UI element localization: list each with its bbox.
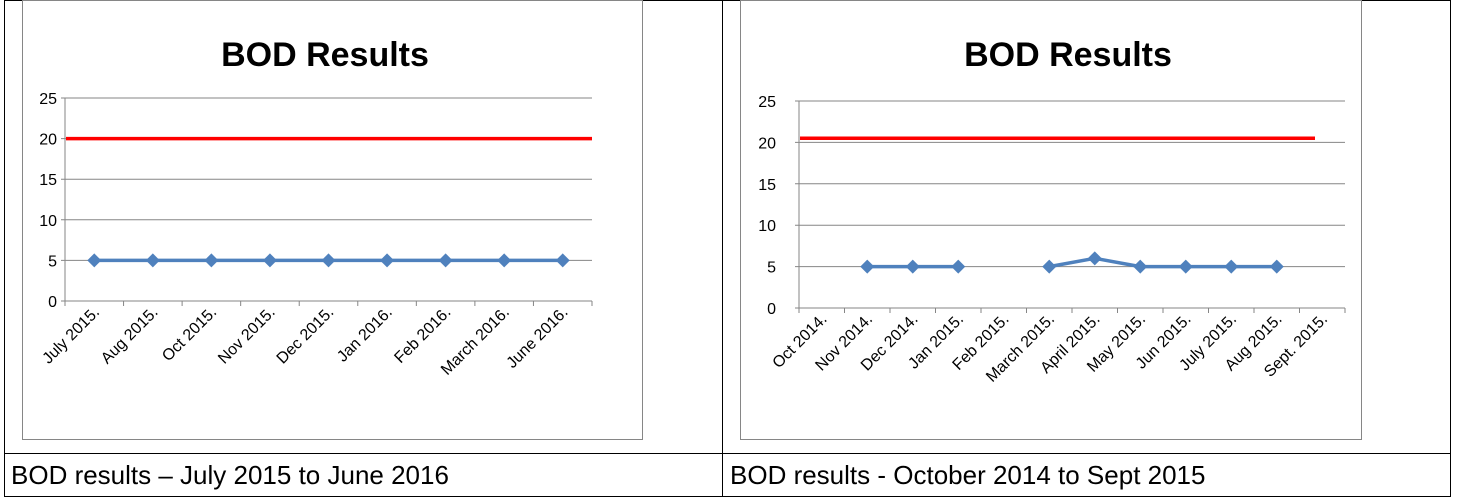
data-point — [951, 259, 966, 274]
data-point — [262, 253, 277, 268]
y-tick-label: 10 — [39, 213, 57, 230]
data-point — [555, 253, 570, 268]
y-tick-label: 20 — [758, 135, 776, 152]
data-point — [905, 259, 920, 274]
y-tick-label: 25 — [758, 94, 776, 111]
chart-frame-left: BOD Results 0 5 10 15 20 25 July 2015. Aug 201… — [22, 0, 643, 440]
y-tick-label: 5 — [48, 253, 57, 270]
y-tick-label: 0 — [48, 294, 57, 311]
data-point — [204, 253, 219, 268]
x-tick-label: Dec 2015. — [274, 304, 338, 368]
data-point — [380, 253, 395, 268]
y-tick-label: 20 — [39, 132, 57, 149]
chart-title: BOD Results — [964, 36, 1172, 74]
y-tick-label: 15 — [758, 177, 776, 194]
x-tick-label: Oct 2015. — [159, 304, 220, 365]
data-point — [1133, 259, 1148, 274]
caption-left: BOD results – July 2015 to June 2016 — [11, 460, 449, 490]
chart-frame-right: BOD Results 0 5 10 15 20 25 Oct 2014. Nov 2014… — [740, 0, 1362, 440]
data-point — [1224, 259, 1239, 274]
chart-left: BOD Results 0 5 10 15 20 25 July 2015.Aug 201… — [39, 36, 593, 379]
chart-title: BOD Results — [221, 36, 429, 74]
data-point — [1178, 259, 1193, 274]
y-tick-label: 15 — [39, 172, 57, 189]
data-point — [860, 259, 875, 274]
x-tick-label: Jan 2016. — [334, 304, 396, 366]
data-point — [438, 253, 453, 268]
x-tick-label: Nov 2015. — [215, 304, 279, 368]
x-tick-label: June 2016. — [504, 304, 572, 372]
y-tick-label: 25 — [39, 91, 57, 108]
y-tick-label: 5 — [767, 260, 776, 277]
x-tick-label: Feb 2016. — [391, 304, 454, 367]
caption-right: BOD results - October 2014 to Sept 2015 — [730, 460, 1206, 490]
data-point — [1269, 259, 1284, 274]
data-point — [497, 253, 512, 268]
data-point — [321, 253, 336, 268]
y-tick-label: 0 — [767, 301, 776, 318]
series-line-segment — [1048, 256, 1096, 269]
data-point — [1087, 251, 1102, 266]
y-tick-label: 10 — [758, 218, 776, 235]
x-tick-label: Aug 2015. — [98, 304, 162, 368]
data-point — [1042, 259, 1057, 274]
series-line-segment — [1094, 256, 1141, 269]
data-point — [145, 253, 160, 268]
data-point — [87, 253, 102, 268]
x-tick-label: July 2015. — [40, 304, 104, 368]
